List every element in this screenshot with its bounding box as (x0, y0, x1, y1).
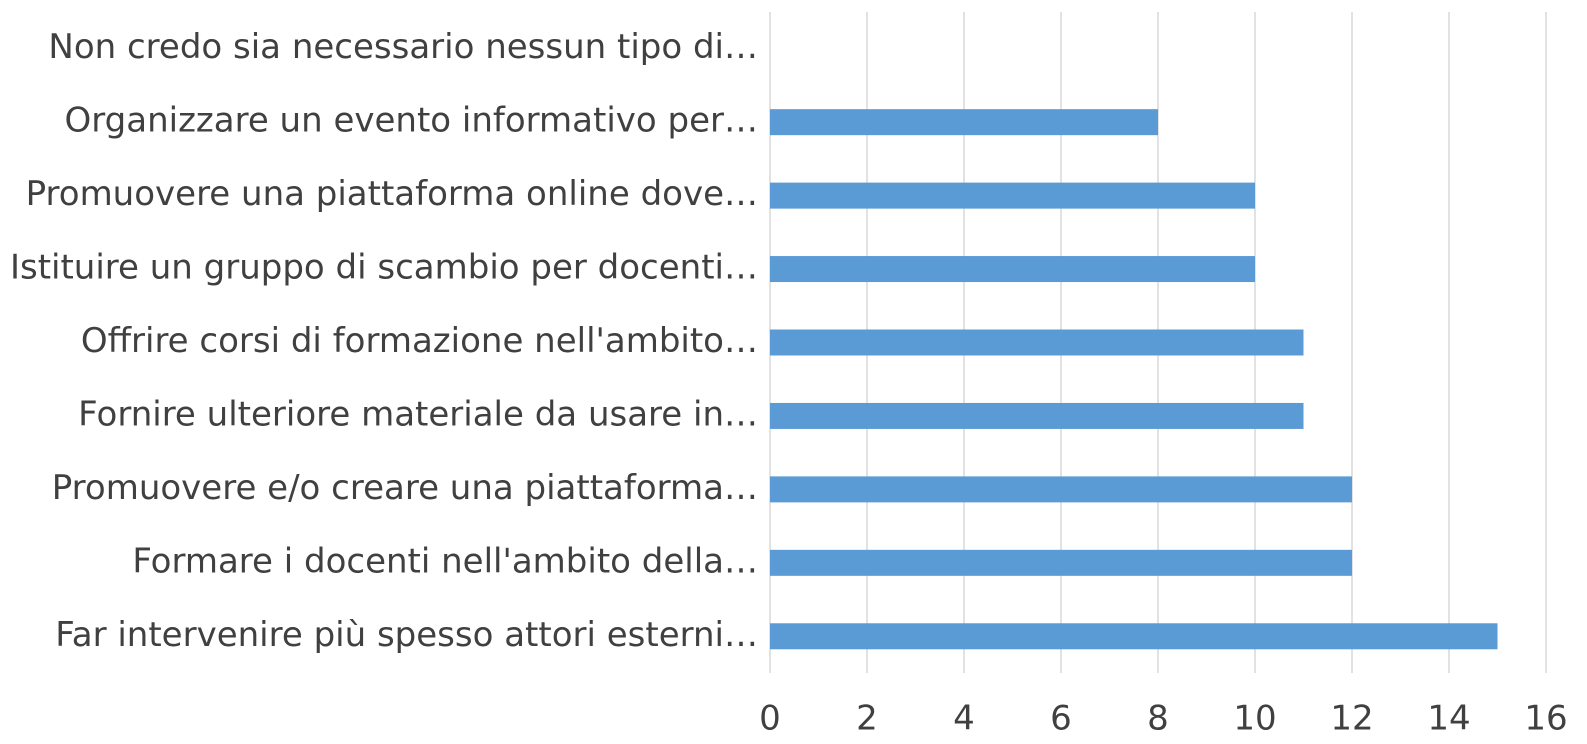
y-tick-label: Offrire corsi di formazione nell'ambito… (81, 321, 758, 361)
x-tick-label: 14 (1427, 699, 1470, 739)
y-tick-label: Far intervenire più spesso attori estern… (55, 615, 758, 655)
y-tick-label: Istituire un gruppo di scambio per docen… (10, 248, 758, 288)
x-tick-label: 0 (759, 699, 781, 739)
y-tick-label: Non credo sia necessario nessun tipo di… (48, 27, 758, 67)
x-tick-label: 16 (1524, 699, 1567, 739)
y-tick-label: Promuovere e/o creare una piattaforma… (52, 468, 758, 508)
bar (770, 549, 1352, 576)
y-tick-label: Organizzare un evento informativo per… (65, 101, 758, 141)
y-tick-label: Formare i docenti nell'ambito della… (132, 541, 758, 581)
bar (770, 476, 1352, 503)
x-tick-label: 2 (856, 699, 878, 739)
bar (770, 182, 1255, 209)
bar (770, 402, 1304, 429)
bar (770, 256, 1255, 283)
bar (770, 329, 1304, 356)
bar (770, 623, 1498, 650)
x-tick-label: 6 (1050, 699, 1072, 739)
bar (770, 109, 1158, 136)
x-tick-label: 4 (953, 699, 975, 739)
x-tick-label: 10 (1233, 699, 1276, 739)
x-tick-label: 12 (1330, 699, 1373, 739)
y-tick-label: Promuovere una piattaforma online dove… (26, 174, 758, 214)
x-tick-label: 8 (1147, 699, 1169, 739)
y-tick-label: Fornire ulteriore materiale da usare in… (78, 394, 758, 434)
